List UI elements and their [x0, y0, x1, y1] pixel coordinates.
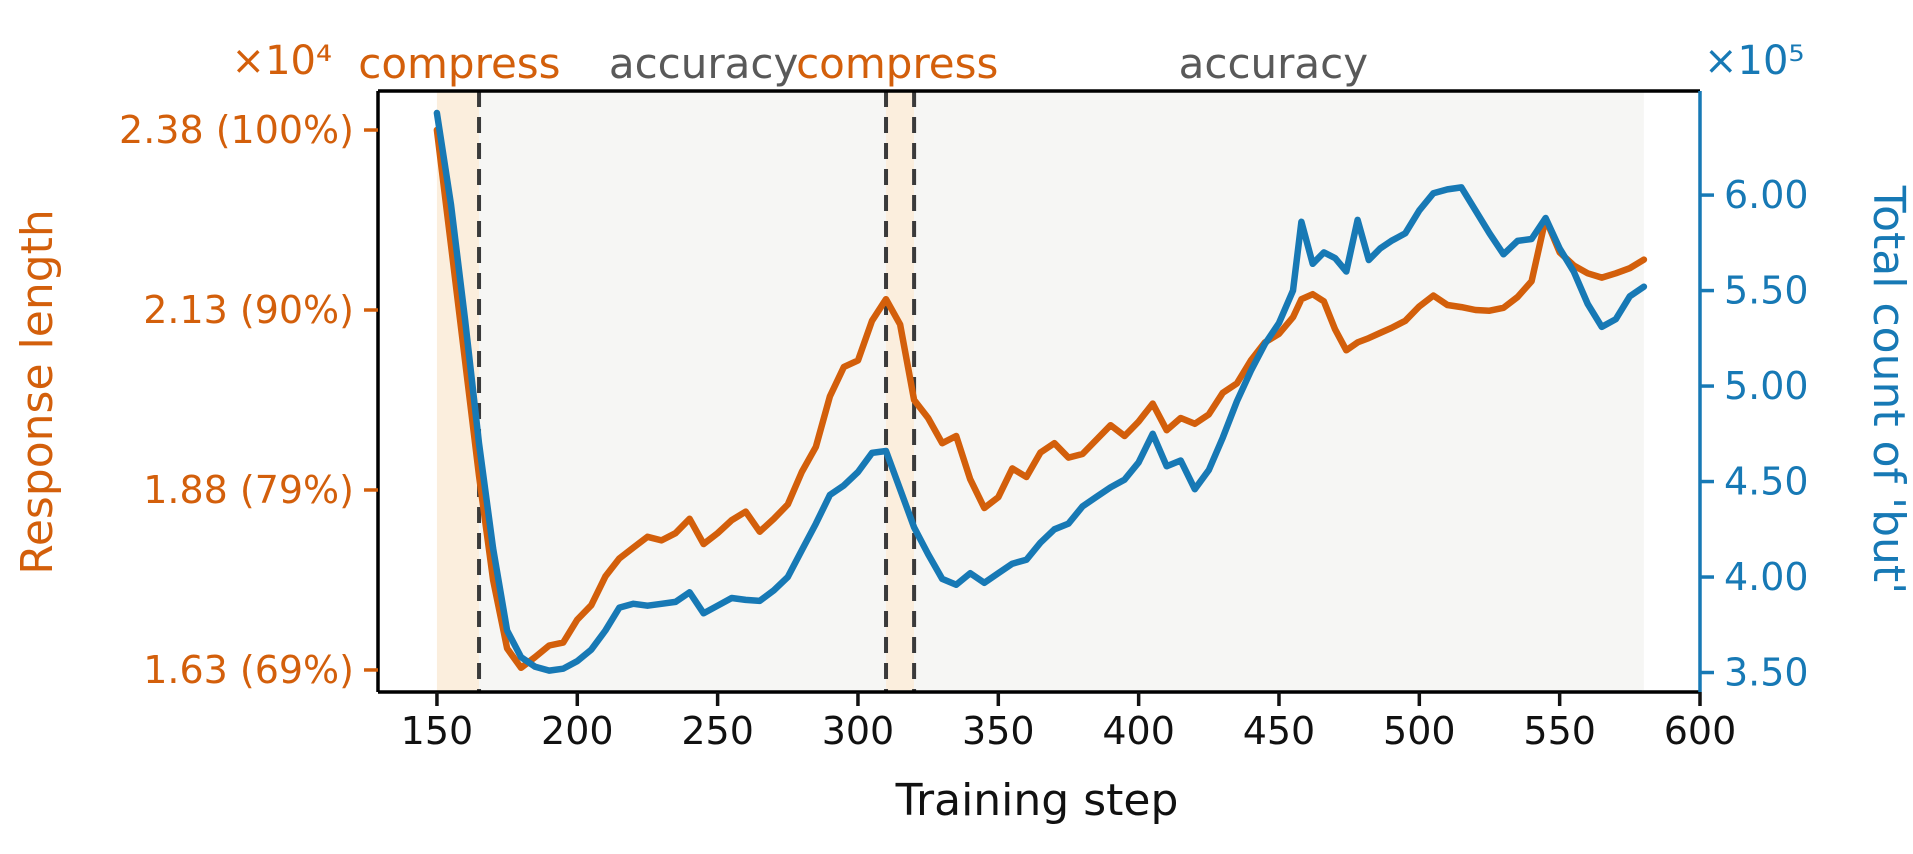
phase-annotation-accuracy: accuracy: [609, 39, 799, 88]
left-tick-label: 1.63 (69%): [143, 648, 354, 692]
phase-bands-layer: [436, 91, 1644, 692]
phase-annotation-compress: compress: [358, 39, 560, 88]
series-lines-layer: [433, 109, 1648, 674]
right-axis-title: Total count of 'but': [1863, 185, 1913, 595]
x-tick-label: 450: [1243, 709, 1316, 753]
x-tick-label: 550: [1523, 709, 1596, 753]
right-tick-label: 5.50: [1724, 269, 1809, 313]
left-tick-label: 2.38 (100%): [119, 108, 354, 152]
left-axis-offset-label: ×10⁴: [232, 38, 332, 84]
x-tick-label: 250: [681, 709, 754, 753]
right-tick-label: 6.00: [1724, 173, 1809, 217]
x-tick-label: 500: [1383, 709, 1456, 753]
right-tick-label: 3.50: [1724, 651, 1809, 695]
left-tick-label: 1.88 (79%): [143, 468, 354, 512]
series-line-total-count-of-but: [433, 109, 1648, 674]
x-tick-label: 350: [962, 709, 1035, 753]
x-tick-label: 150: [401, 709, 474, 753]
left-axis-title: Response length: [12, 209, 63, 575]
x-tick-label: 300: [822, 709, 895, 753]
x-tick-label: 400: [1102, 709, 1175, 753]
x-tick-label: 600: [1664, 709, 1737, 753]
right-tick-label: 4.00: [1724, 555, 1809, 599]
axes-spines-layer: [376, 89, 1702, 694]
right-axis-offset-label: ×10⁵: [1704, 38, 1804, 84]
series-line-response-length: [433, 126, 1648, 672]
phase-annotation-accuracy: accuracy: [1179, 39, 1369, 88]
phase-band-accuracy: [914, 91, 1644, 692]
x-axis-title: Training step: [895, 775, 1179, 826]
right-tick-label: 5.00: [1724, 364, 1809, 408]
right-tick-label: 4.50: [1724, 460, 1809, 504]
phase-annotation-compress: compress: [796, 39, 998, 88]
phase-band-accuracy: [479, 91, 887, 692]
x-tick-label: 200: [541, 709, 614, 753]
tick-marks-layer: 2.38 (100%) 2.13 (90%) 1.88 (79%) 1.63 (69%…: [119, 108, 1809, 753]
left-tick-label: 2.13 (90%): [143, 288, 354, 332]
